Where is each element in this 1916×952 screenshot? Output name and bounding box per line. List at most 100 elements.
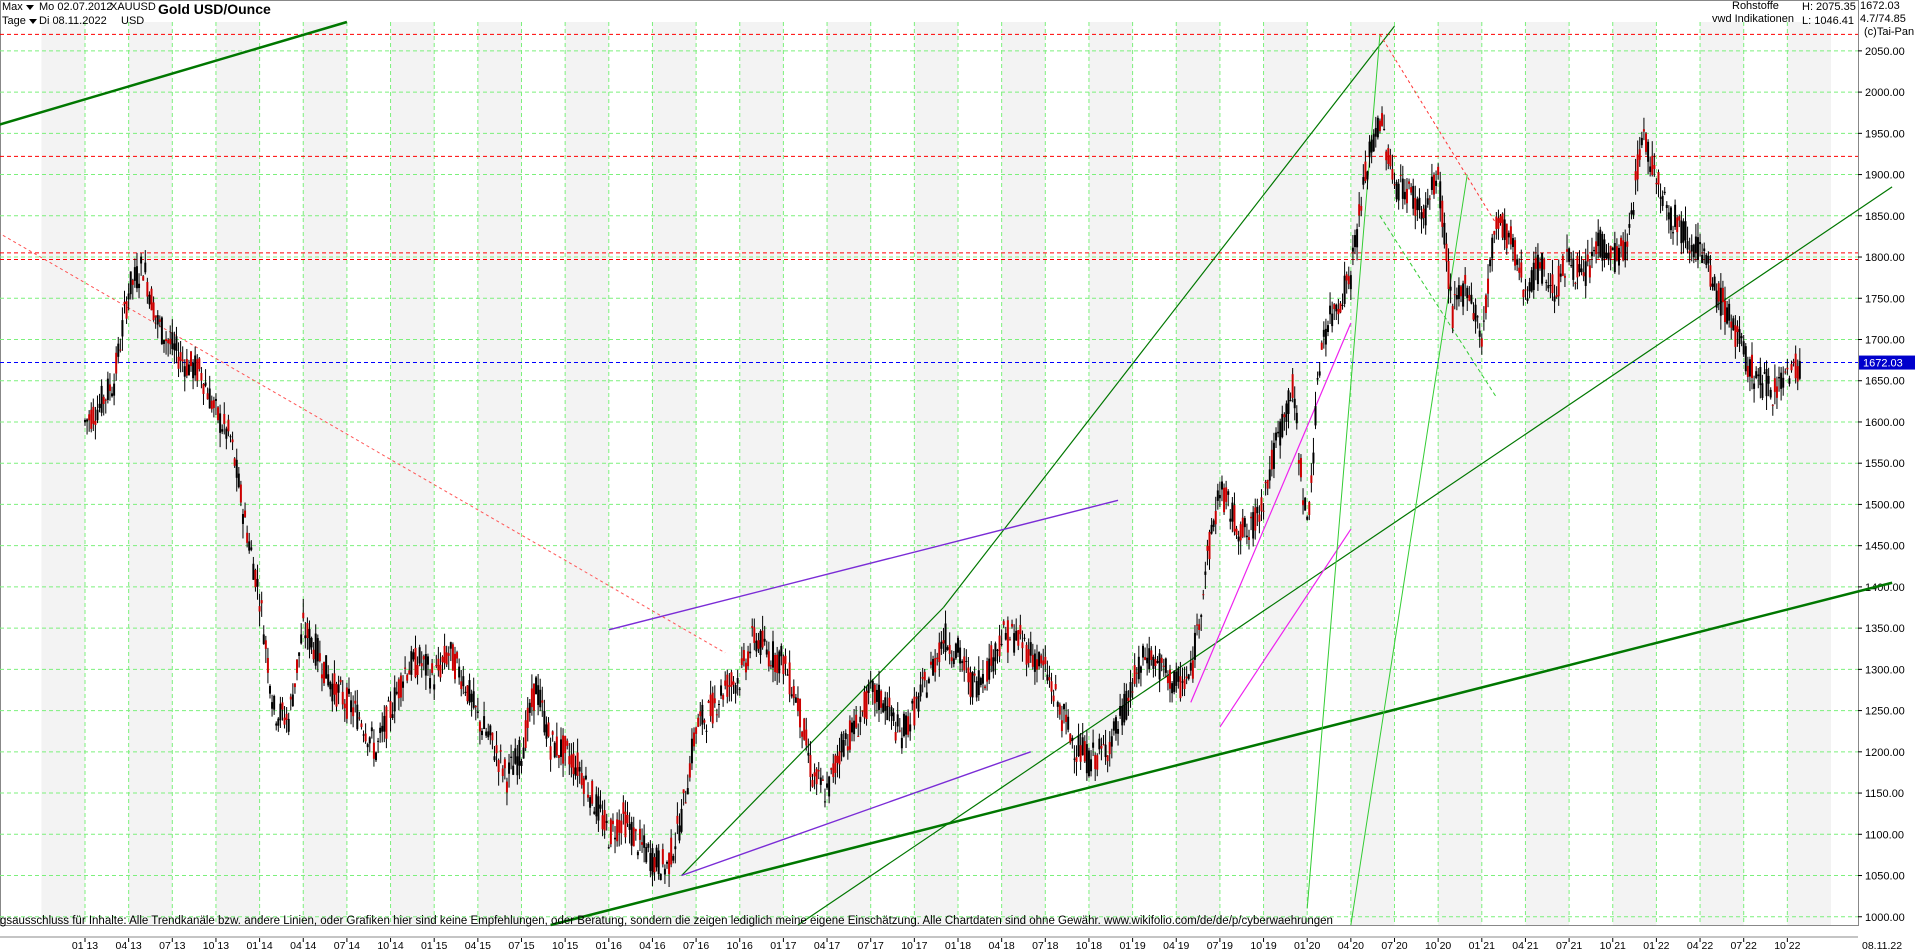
candle-body [1227,491,1230,495]
candle-body [491,732,494,741]
quarter-band [1176,22,1220,925]
candle-body [262,634,265,644]
candle-body [1038,652,1041,667]
range-selector[interactable]: Max [2,1,34,14]
candle-body [1586,254,1589,262]
candle-body [1524,289,1527,291]
candle-body [896,714,899,727]
candle-body [395,691,398,694]
candle-body [693,732,696,747]
candle-body [1081,737,1084,756]
candle-body [84,419,86,423]
candle-body [954,643,957,659]
candle-body [508,762,511,774]
candle-body [1324,328,1327,345]
candle-body [1692,244,1695,258]
candle-body [570,754,573,768]
candle-body [123,301,126,305]
candle-body [424,653,427,676]
candle-body [1202,594,1205,596]
x-tick-label: 10 18 [1076,940,1102,952]
candle-body [88,414,91,421]
candle-body [204,382,207,386]
candle-body [1171,683,1174,694]
candle-body [589,797,592,808]
candle-body [171,332,174,350]
candle-body [1466,287,1469,298]
candle-body [414,647,417,678]
candle-body [1539,262,1541,269]
candle-body [1723,300,1726,323]
disclaimer-text: gsausschluss für Inhalte: Alle Trendkanä… [0,915,1333,927]
candle-body [886,706,889,721]
candle-body [210,400,213,410]
y-tick-label: 1400.00 [1865,582,1905,594]
candle-body [530,688,533,708]
candle-body [1306,516,1309,520]
candle-body [275,723,278,726]
candle-body [555,736,558,756]
x-tick-label: 01 22 [1643,940,1669,952]
candle-body [1387,148,1390,164]
candle-body [915,697,918,699]
interval-selector[interactable]: Tage [2,15,37,28]
candle-body [350,700,353,713]
quarter-band [652,22,697,925]
candle-body [1129,682,1132,698]
candle-body [196,359,199,381]
candle-body [1015,630,1018,641]
candle-body [539,689,542,708]
candle-body [969,672,972,697]
candle-body [389,701,392,718]
candle-body [1258,514,1261,522]
candle-body [607,847,610,849]
x-tick-label: 01 21 [1469,940,1495,952]
candle-body [1312,452,1315,464]
candle-body [221,429,224,432]
trend-line-violet [608,499,1119,631]
candle-body [1462,283,1465,307]
candle-body [1131,691,1134,693]
x-tick-label: 07 21 [1556,940,1582,952]
candle-body [1135,672,1138,674]
candle-body [1532,262,1535,291]
candle-body [1728,303,1731,321]
candle-body [1414,197,1417,216]
quarter-band [1525,22,1570,925]
candle-body [1511,238,1514,248]
candle-body [375,752,377,761]
candle-body [1164,658,1167,673]
candle-body [1002,621,1005,625]
trend-line-magenta [1190,322,1352,703]
candle-body [470,693,473,702]
candle-body [1144,657,1147,660]
candle-body [1403,191,1406,200]
candle-body [996,649,999,651]
candle-body [742,650,745,662]
x-tick-label: 01 16 [596,940,622,952]
candle-body [616,819,619,842]
candle-body [1376,117,1379,138]
candle-body [158,319,161,322]
candle-body [1536,254,1539,285]
candle-body [751,626,754,628]
change-label: 4.7/74.85 [1860,13,1906,25]
candle-body [1381,113,1384,126]
candle-body [1339,303,1342,313]
candle-body [347,688,350,694]
candle-body [1765,368,1768,397]
candle-body [1351,247,1354,252]
candle-body [225,428,228,439]
x-tick-label: 10 13 [203,940,229,952]
price-tag-label: 1672.03 [1863,358,1903,370]
candle-body [734,685,737,694]
candle-body [1549,284,1552,286]
x-tick-label: 01 18 [945,940,971,952]
candle-body [988,658,991,680]
candle-body [1189,662,1192,671]
y-tick-label: 1850.00 [1865,211,1905,223]
candle-body [474,706,477,708]
candle-body [767,651,770,667]
candle-body [1060,720,1063,732]
candle-body [1071,737,1074,741]
